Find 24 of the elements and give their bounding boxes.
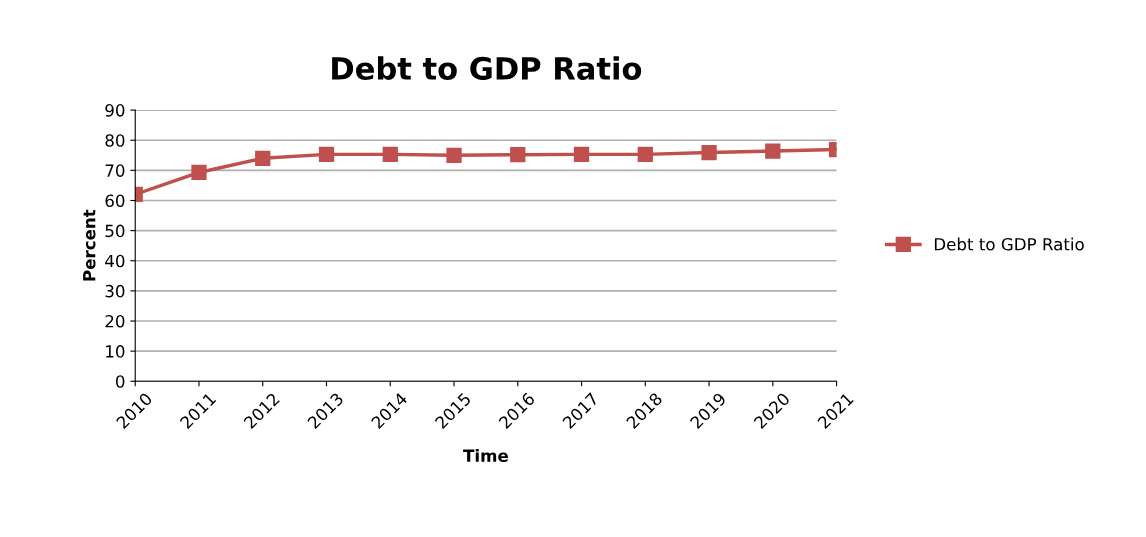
y-tick-label: 30 [105, 284, 125, 298]
legend-label: Debt to GDP Ratio [934, 237, 1084, 251]
point [765, 143, 781, 159]
y-tick-label: 20 [105, 314, 125, 328]
point [573, 146, 590, 163]
x-axis-title: Time [463, 449, 508, 462]
y-tick-label: 0 [116, 375, 125, 388]
point [382, 146, 398, 163]
y-tick-label: 50 [105, 224, 125, 238]
point [191, 164, 207, 181]
y-tick-label: 60 [105, 194, 125, 208]
point [255, 150, 271, 166]
point [446, 147, 462, 163]
y-tick-label: 80 [105, 134, 125, 147]
point [510, 147, 526, 163]
chart-title: Debt to GDP Ratio [332, 56, 642, 80]
point [318, 146, 335, 163]
y-tick-label: 70 [105, 164, 125, 177]
y-tick-label: 10 [106, 345, 125, 358]
y-axis-title: Percent [83, 209, 96, 281]
point [701, 144, 717, 161]
point [637, 146, 653, 163]
y-tick-label: 40 [105, 254, 125, 268]
y-tick-label: 90 [105, 104, 125, 117]
